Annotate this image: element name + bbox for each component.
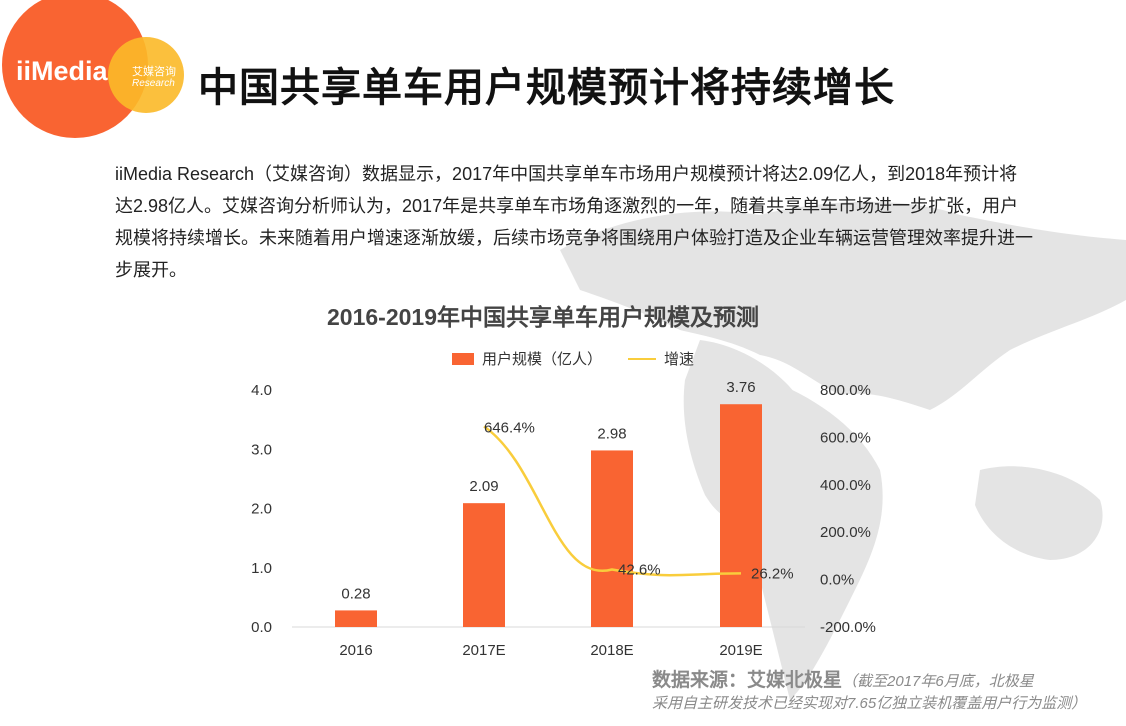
source-label: 数据来源：艾媒北极星 (652, 670, 843, 691)
description-text: iiMedia Research（艾媒咨询）数据显示，2017年中国共享单车市场… (115, 164, 1033, 280)
x-axis-tick: 2016 (339, 642, 372, 659)
bar-2016 (335, 610, 377, 627)
left-axis-tick: 4.0 (251, 382, 272, 399)
iimedia-logo: iiMedia 艾媒咨询 Research (0, 0, 200, 140)
source-note: 数据来源：艾媒北极星（截至2017年6月底，北极星 采用自主研发技术已经实现对7… (652, 670, 1086, 715)
left-axis-tick: 0.0 (251, 619, 272, 636)
bar-label: 2.09 (469, 478, 498, 495)
right-axis-tick: 800.0% (820, 382, 871, 399)
right-axis-tick: 0.0% (820, 572, 854, 589)
chart-legend: 用户规模（亿人） 增速 (452, 348, 694, 369)
right-axis-tick: 400.0% (820, 477, 871, 494)
source-note-line2: 采用自主研发技术已经实现对7.65亿独立装机覆盖用户行为监测） (652, 695, 1087, 712)
bar-2018E (591, 450, 633, 627)
legend-line-label: 增速 (664, 351, 695, 368)
legend-line-swatch (628, 357, 657, 360)
left-axis-tick: 3.0 (251, 441, 272, 458)
source-note-line1: （截至2017年6月底，北极星 (842, 673, 1034, 690)
bar-label: 2.98 (597, 425, 626, 442)
chart-title: 2016-2019年中国共享单车用户规模及预测 (327, 304, 759, 330)
right-axis-tick: 200.0% (820, 524, 871, 541)
legend-bar-label: 用户规模（亿人） (482, 351, 603, 368)
svg-text:艾媒咨询: 艾媒咨询 (132, 64, 176, 78)
right-axis-tick: 600.0% (820, 429, 871, 446)
page-title: 中国共享单车用户规模预计将持续增长 (198, 66, 895, 110)
right-axis-tick: -200.0% (820, 619, 876, 636)
bar-2017E (463, 503, 505, 627)
line-label: 26.2% (751, 565, 794, 582)
left-axis-tick: 2.0 (251, 501, 272, 518)
x-axis-tick: 2018E (590, 642, 633, 659)
growth-rate-line (483, 425, 742, 577)
line-label: 646.4% (484, 419, 535, 436)
svg-text:iiMedia: iiMedia (16, 56, 109, 86)
line-label: 42.6% (618, 562, 661, 579)
left-axis-tick: 1.0 (251, 560, 272, 577)
bar-label: 0.28 (341, 585, 370, 602)
svg-text:Research: Research (132, 78, 175, 89)
bar-label: 3.76 (726, 379, 755, 396)
x-axis-tick: 2019E (719, 642, 762, 659)
x-axis-tick: 2017E (462, 642, 505, 659)
legend-bar-swatch (452, 352, 474, 365)
bar-2019E (720, 404, 762, 627)
